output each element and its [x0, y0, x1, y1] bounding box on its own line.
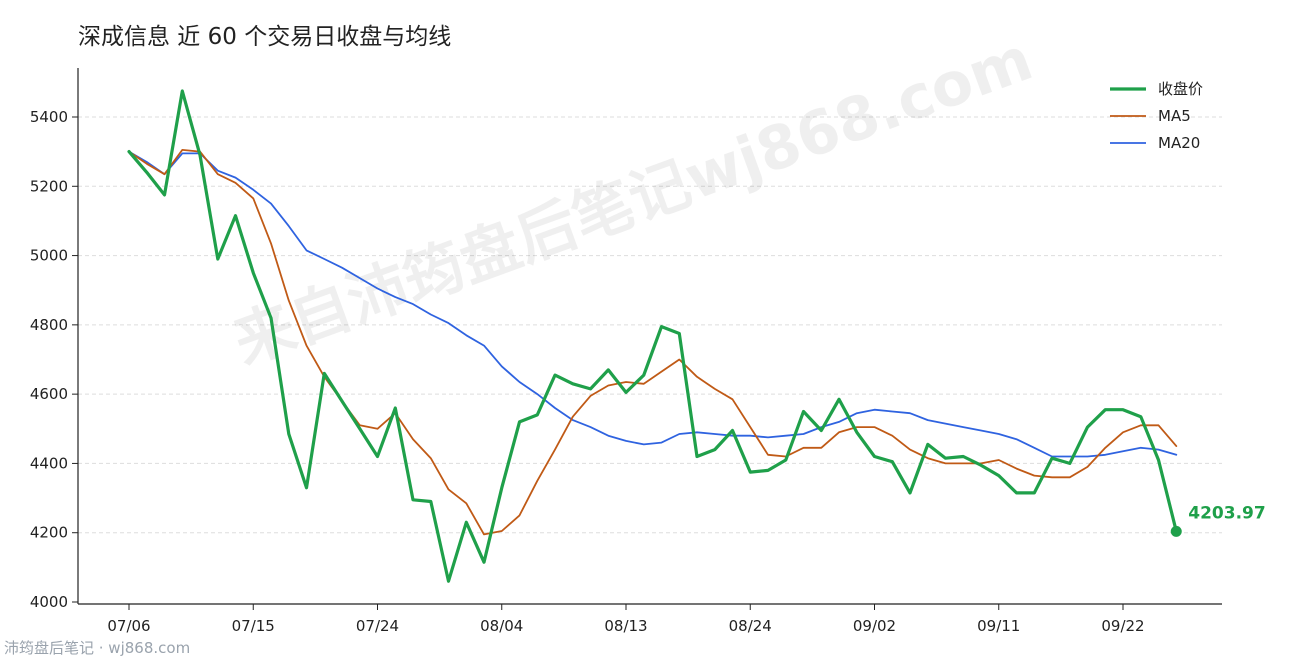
y-tick-label: 5400	[30, 108, 68, 126]
series-lines	[127, 89, 1182, 583]
x-tick-label: 08/04	[480, 617, 523, 635]
footer-credit: 沛筠盘后笔记 · wj868.com	[4, 639, 190, 657]
x-tick-label: 08/24	[729, 617, 772, 635]
x-tick-label: 07/06	[107, 617, 150, 635]
x-tick-label: 08/13	[604, 617, 647, 635]
chart-title: 深成信息 近 60 个交易日收盘与均线	[78, 24, 451, 50]
y-tick-label: 4800	[30, 316, 68, 334]
legend-label: MA20	[1158, 134, 1200, 152]
y-tick-label: 5200	[30, 177, 68, 195]
x-tick-label: 09/22	[1101, 617, 1144, 635]
y-tick-label: 4400	[30, 454, 68, 472]
legend: 收盘价 MA5 MA20	[1110, 80, 1203, 152]
last-point-marker	[1170, 525, 1182, 537]
series-line-ma5	[128, 148, 1178, 536]
legend-label: 收盘价	[1158, 80, 1203, 98]
y-tick-label: 4000	[30, 593, 68, 611]
x-tick-label: 09/02	[853, 617, 896, 635]
last-value-label: 4203.97	[1188, 503, 1265, 523]
x-tick-label: 07/15	[232, 617, 275, 635]
series-line-ma20	[128, 150, 1178, 458]
x-tick-label: 09/11	[977, 617, 1020, 635]
axes: 4000 4200 4400 4600 4800 5000 5200 5400 07/06 07/…	[30, 68, 1222, 635]
grid	[78, 116, 1222, 534]
series-line-close	[127, 89, 1178, 583]
y-tick-label: 4600	[30, 385, 68, 403]
legend-label: MA5	[1158, 107, 1191, 125]
y-tick-label: 5000	[30, 247, 68, 265]
x-tick-label: 07/24	[356, 617, 399, 635]
y-tick-label: 4200	[30, 524, 68, 542]
